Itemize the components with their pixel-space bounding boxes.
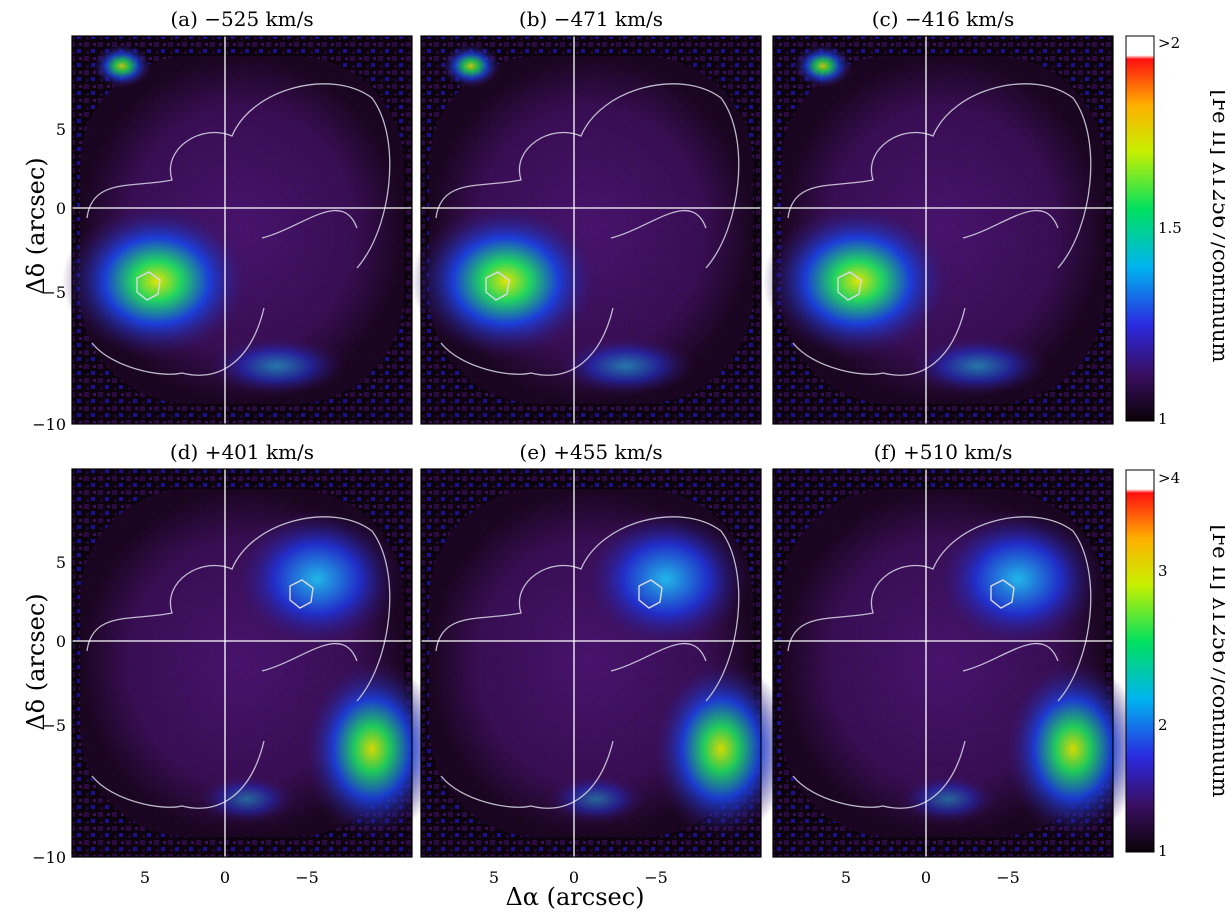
y-tick-label: −5 [42,283,66,302]
colorbar-bottom-tick-3: 3 [1158,562,1168,580]
colorbar-top-tick-max: >2 [1158,34,1180,52]
colorbar-bottom: >4 3 2 1 [Fe II] λ12567/continuum [1125,469,1225,860]
x-tick-label: −5 [644,868,668,887]
panel-a: (a) −525 km/s 5 0 −5 −10 [32,7,413,434]
colorbar-top-tick-mid: 1.5 [1158,219,1182,237]
panel-e: (e) +455 km/s 5 0 −5 [420,440,791,887]
colorbar-bottom-tick-2: 2 [1158,716,1168,734]
colorbar-bottom-tick-max: >4 [1158,469,1180,487]
panel-c: (c) −416 km/s [763,7,1114,425]
colorbar-bottom-tick-1: 1 [1158,842,1168,860]
x-tick-label: 0 [220,868,230,887]
y-tick-label: 0 [56,632,66,651]
y-tick-label: 0 [56,199,66,218]
y-tick-label: −10 [32,848,66,867]
colorbar-top-tick-min: 1 [1158,410,1168,428]
panel-d: (d) +401 km/s 5 0 −5 5 0 −5 −10 [32,440,442,887]
panel-label-f: (f) +510 km/s [874,440,1013,464]
colorbar-top-label: [Fe II] λ12567/continuum [1208,90,1225,363]
panel-label-b: (b) −471 km/s [519,7,663,31]
panel-label-c: (c) −416 km/s [872,7,1015,31]
x-tick-label: −5 [996,868,1020,887]
y-tick-label: 5 [56,120,66,139]
y-axis-label-bottom: Δδ (arcsec) [22,593,50,730]
y-tick-label: 5 [56,553,66,572]
x-tick-label: 5 [140,868,150,887]
x-tick-label: 0 [921,868,931,887]
panel-b: (b) −471 km/s [411,7,762,425]
y-tick-label: −5 [42,716,66,735]
x-tick-label: 5 [841,868,851,887]
panel-f: (f) +510 km/s 5 0 −5 [772,440,1143,887]
x-tick-label: −5 [295,868,319,887]
y-tick-label: −10 [32,415,66,434]
panel-label-e: (e) +455 km/s [519,440,662,464]
colorbar-bottom-label: [Fe II] λ12567/continuum [1208,525,1225,798]
panel-label-a: (a) −525 km/s [170,7,313,31]
y-axis-label-top: Δδ (arcsec) [22,157,50,294]
colorbar-top: >2 1.5 1 [Fe II] λ12567/continuum [1125,34,1225,428]
panel-label-d: (d) +401 km/s [170,440,314,464]
x-axis-label: Δα (arcsec) [505,883,644,911]
x-tick-label: 0 [569,868,579,887]
x-tick-label: 5 [489,868,499,887]
